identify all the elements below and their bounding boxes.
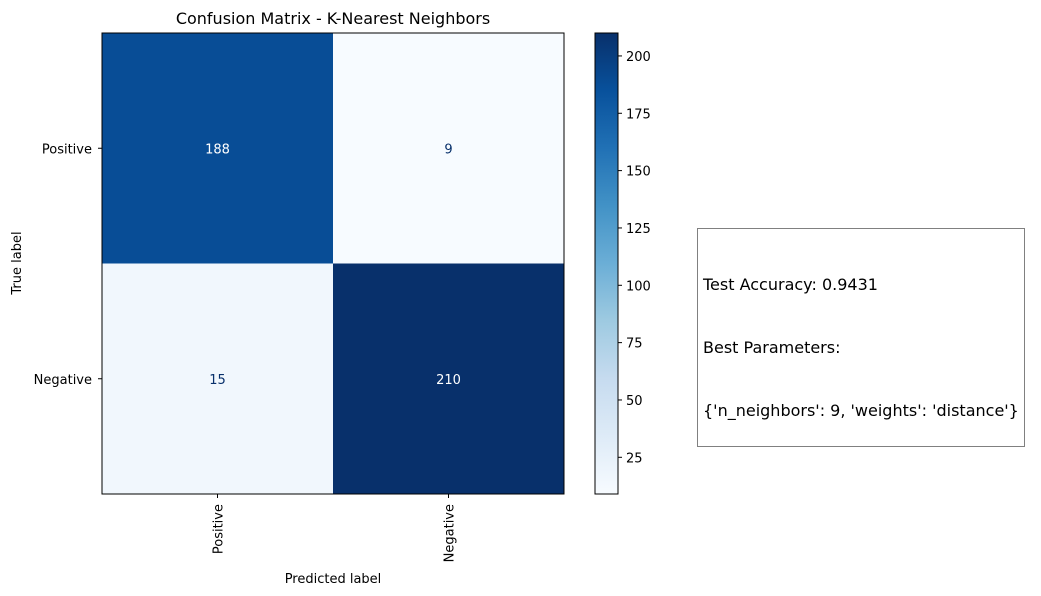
x-axis-ticks: Positive Negative bbox=[212, 494, 458, 562]
best-parameters-heading: Best Parameters: bbox=[703, 338, 841, 357]
colorbar-ticks: 25 50 75 100 125 150 175 200 bbox=[618, 50, 651, 466]
colorbar bbox=[594, 32, 619, 495]
test-accuracy-text: Test Accuracy: 0.9431 bbox=[703, 275, 878, 294]
x-axis-label: Predicted label bbox=[285, 572, 382, 587]
plot-frame bbox=[101, 32, 565, 495]
y-tick-label-1: Negative bbox=[34, 373, 92, 388]
heatmap-cell-0-1 bbox=[333, 33, 565, 264]
heatmap-cells bbox=[102, 33, 565, 495]
cell-value-1-1: 210 bbox=[436, 373, 461, 388]
y-axis-ticks: Positive Negative bbox=[34, 142, 102, 388]
x-tick-label-0: Positive bbox=[212, 504, 227, 554]
colorbar-tick-label-5: 150 bbox=[626, 165, 651, 180]
cell-value-0-1: 9 bbox=[444, 142, 452, 157]
colorbar-tick-label-4: 125 bbox=[626, 222, 651, 237]
heatmap-cell-0-0 bbox=[102, 33, 334, 264]
colorbar-tick-label-2: 75 bbox=[626, 337, 643, 352]
colorbar-tick-label-7: 200 bbox=[626, 50, 651, 65]
results-info-box: Test Accuracy: 0.9431 Best Parameters: {… bbox=[697, 228, 1025, 447]
heatmap-cell-1-0 bbox=[102, 263, 334, 495]
heatmap-cell-labels: 188 9 15 210 bbox=[205, 142, 461, 388]
colorbar-tick-label-0: 25 bbox=[626, 451, 643, 466]
heatmap-cell-1-1 bbox=[333, 263, 565, 495]
colorbar-tick-label-6: 175 bbox=[626, 107, 651, 122]
cell-value-1-0: 15 bbox=[209, 373, 226, 388]
cell-value-0-0: 188 bbox=[205, 142, 230, 157]
best-parameters-value: {'n_neighbors': 9, 'weights': 'distance'… bbox=[703, 401, 1019, 420]
y-axis-label: True label bbox=[10, 231, 25, 295]
colorbar-tick-label-1: 50 bbox=[626, 394, 643, 409]
x-tick-label-1: Negative bbox=[443, 504, 458, 562]
colorbar-tick-label-3: 100 bbox=[626, 279, 651, 294]
y-tick-label-0: Positive bbox=[42, 142, 92, 157]
chart-title: Confusion Matrix - K-Nearest Neighbors bbox=[176, 9, 490, 28]
